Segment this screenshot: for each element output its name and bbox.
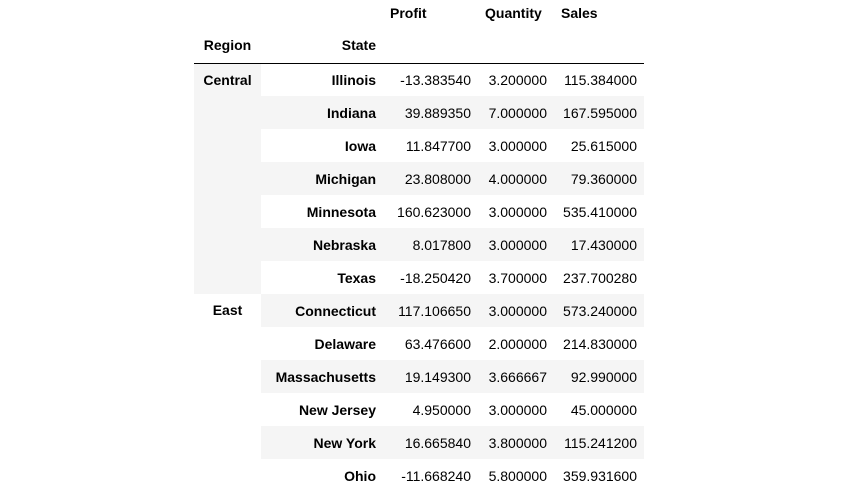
- table-row: Iowa 11.847700 3.000000 25.615000: [194, 129, 644, 162]
- table-row: Minnesota 160.623000 3.000000 535.410000: [194, 195, 644, 228]
- table-row: Delaware 63.476600 2.000000 214.830000: [194, 327, 644, 360]
- row-index-state: Illinois: [331, 71, 376, 88]
- header-blank: [194, 0, 261, 27]
- row-index-region: East: [212, 302, 243, 318]
- cell-profit: 63.476600: [404, 335, 471, 352]
- cell-quantity: 3.000000: [488, 401, 547, 418]
- row-index-state: Ohio: [344, 467, 376, 484]
- row-index-region: Central: [194, 63, 261, 294]
- cell-profit: 8.017800: [383, 228, 478, 261]
- cell-sales: 115.384000: [564, 71, 637, 88]
- cell-sales: 25.615000: [570, 137, 637, 154]
- table-row: New Jersey 4.950000 3.000000 45.000000: [194, 393, 644, 426]
- row-index-state: New Jersey: [298, 401, 376, 418]
- row-index-state: Minnesota: [306, 203, 376, 220]
- cell-quantity: 3.200000: [488, 71, 547, 88]
- cell-quantity: 5.800000: [488, 467, 547, 484]
- cell-quantity: 3.666667: [478, 360, 554, 393]
- index-name-row: Region State: [194, 27, 644, 63]
- cell-sales: 237.700280: [563, 269, 637, 286]
- column-header-quantity: Quantity: [485, 5, 542, 21]
- cell-profit: -13.383540: [400, 71, 471, 88]
- cell-quantity: 3.000000: [488, 137, 547, 154]
- row-index-state: Connecticut: [261, 294, 383, 327]
- cell-sales: 79.360000: [554, 162, 644, 195]
- table-row: Michigan 23.808000 4.000000 79.360000: [194, 162, 644, 195]
- table-row: Indiana 39.889350 7.000000 167.595000: [194, 96, 644, 129]
- dataframe-table: Profit Quantity Sales Region State Centr…: [194, 0, 644, 492]
- dataframe-output: Profit Quantity Sales Region State Centr…: [194, 0, 644, 492]
- cell-profit: 39.889350: [383, 96, 478, 129]
- table-body: Central Illinois -13.383540 3.200000 115.384…: [194, 63, 644, 492]
- table-row: New York 16.665840 3.800000 115.241200: [194, 426, 644, 459]
- row-index-state: Nebraska: [261, 228, 383, 261]
- cell-profit: 23.808000: [383, 162, 478, 195]
- table-row: Nebraska 8.017800 3.000000 17.430000: [194, 228, 644, 261]
- cell-quantity: 3.000000: [488, 203, 547, 220]
- cell-sales: 45.000000: [570, 401, 637, 418]
- cell-profit: 19.149300: [383, 360, 478, 393]
- cell-sales: 92.990000: [554, 360, 644, 393]
- row-index-state: Indiana: [261, 96, 383, 129]
- column-header-sales: Sales: [561, 5, 598, 21]
- table-row: Texas -18.250420 3.700000 237.700280: [194, 261, 644, 294]
- cell-sales: 167.595000: [554, 96, 644, 129]
- row-index-state: Massachusetts: [261, 360, 383, 393]
- cell-profit: 11.847700: [405, 137, 471, 154]
- table-row: Massachusetts 19.149300 3.666667 92.990000: [194, 360, 644, 393]
- table-row: Ohio -11.668240 5.800000 359.931600: [194, 459, 644, 492]
- header-blank: [261, 0, 383, 27]
- cell-sales: 535.410000: [563, 203, 637, 220]
- cell-sales: 359.931600: [563, 467, 637, 484]
- cell-profit: 4.950000: [412, 401, 471, 418]
- row-index-state: Iowa: [344, 137, 376, 154]
- cell-quantity: 3.000000: [478, 294, 554, 327]
- column-header-row: Profit Quantity Sales: [194, 0, 644, 27]
- cell-sales: 214.830000: [563, 335, 637, 352]
- index-name-region: Region: [203, 36, 252, 53]
- header-blank: [383, 27, 478, 63]
- cell-profit: 117.106650: [383, 294, 478, 327]
- cell-quantity: 3.800000: [478, 426, 554, 459]
- cell-sales: 115.241200: [554, 426, 644, 459]
- row-index-state: Michigan: [261, 162, 383, 195]
- cell-sales: 17.430000: [554, 228, 644, 261]
- cell-quantity: 4.000000: [478, 162, 554, 195]
- table-row: Central Illinois -13.383540 3.200000 115.384…: [194, 63, 644, 294]
- cell-quantity: 7.000000: [478, 96, 554, 129]
- row-index-state: Delaware: [314, 335, 376, 352]
- cell-sales: 573.240000: [554, 294, 644, 327]
- header-blank: [478, 27, 554, 63]
- cell-quantity: 3.700000: [488, 269, 547, 286]
- column-header-profit: Profit: [390, 5, 427, 21]
- row-index-state: Texas: [337, 269, 376, 286]
- cell-quantity: 3.000000: [478, 228, 554, 261]
- cell-profit: -11.668240: [401, 467, 471, 484]
- header-blank: [554, 27, 644, 63]
- index-name-state: State: [341, 36, 376, 53]
- cell-quantity: 2.000000: [488, 335, 547, 352]
- cell-profit: 160.623000: [397, 203, 471, 220]
- cell-profit: -18.250420: [400, 269, 471, 286]
- row-index-state: New York: [261, 426, 383, 459]
- table-row: East Connecticut 117.106650 3.000000 573.240…: [194, 294, 644, 327]
- cell-profit: 16.665840: [383, 426, 478, 459]
